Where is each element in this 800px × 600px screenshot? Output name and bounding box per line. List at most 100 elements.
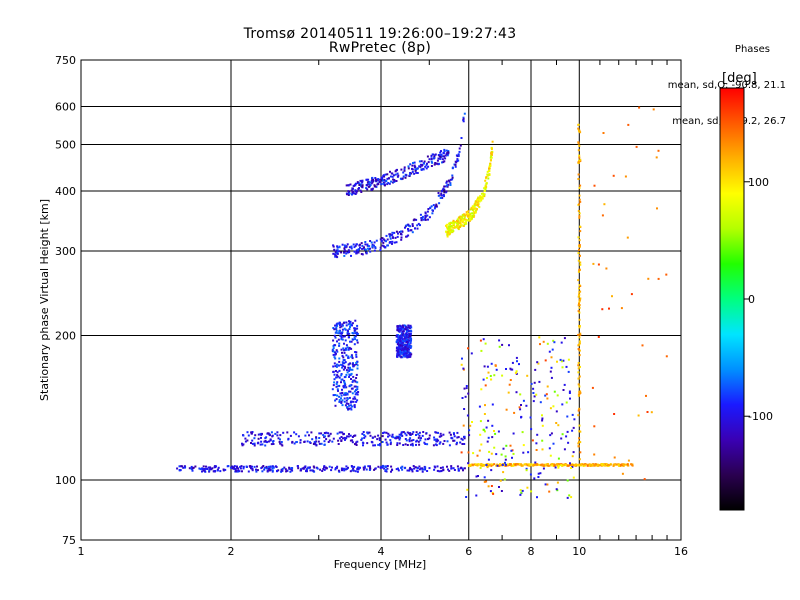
echo-point — [423, 441, 426, 444]
echo-point — [463, 435, 466, 438]
echo-point — [288, 467, 291, 470]
echo-point — [400, 355, 403, 358]
echo-point — [249, 465, 252, 468]
echo-point — [353, 343, 356, 346]
echo-point — [396, 326, 399, 329]
echo-point — [578, 340, 581, 343]
echo-point — [618, 463, 621, 466]
echo-point — [418, 431, 421, 434]
echo-point — [327, 441, 330, 443]
echo-point — [349, 439, 352, 442]
echo-point — [539, 343, 541, 346]
echo-point — [463, 467, 466, 470]
echo-point — [270, 443, 273, 446]
echo-point — [351, 324, 353, 327]
echo-point — [579, 158, 582, 161]
echo-point — [478, 198, 481, 201]
echo-point — [452, 439, 455, 442]
echo-point — [338, 437, 341, 440]
echo-point — [451, 174, 454, 177]
echo-point — [338, 322, 341, 325]
echo-point — [415, 434, 417, 436]
echo-point — [395, 335, 398, 338]
echo-point — [426, 443, 429, 446]
echo-point — [362, 247, 365, 250]
echo-point — [439, 432, 442, 435]
echo-point — [366, 188, 369, 191]
echo-point — [374, 177, 377, 179]
echo-point — [222, 469, 225, 472]
echo-point — [366, 243, 369, 246]
echo-point — [341, 388, 343, 391]
echo-point — [434, 466, 437, 469]
echo-point — [468, 429, 471, 432]
echo-point — [530, 382, 533, 385]
echo-point — [397, 329, 400, 332]
echo-point — [344, 366, 347, 369]
echo-point — [423, 162, 425, 165]
echo-point — [449, 178, 452, 181]
echo-point — [407, 341, 409, 344]
echo-point — [265, 436, 268, 439]
echo-point — [534, 463, 537, 466]
echo-point — [371, 179, 373, 182]
echo-point — [374, 246, 377, 249]
echo-point — [426, 214, 429, 217]
echo-point — [475, 475, 478, 478]
echo-point — [377, 443, 380, 446]
echo-point — [366, 442, 369, 445]
echo-point — [448, 229, 451, 232]
echo-point — [427, 208, 430, 210]
echo-point — [280, 441, 283, 443]
echo-point — [404, 443, 407, 446]
echo-point — [401, 333, 404, 336]
echo-point — [407, 223, 410, 226]
echo-point — [433, 468, 436, 471]
echo-point — [581, 463, 583, 466]
echo-point — [352, 338, 354, 341]
echo-point — [354, 319, 357, 322]
echo-point — [565, 365, 568, 368]
echo-point — [385, 431, 388, 434]
echo-point — [579, 451, 582, 454]
x-axis-label: Frequency [MHz] — [334, 558, 426, 571]
echo-point — [373, 241, 376, 244]
echo-point — [428, 434, 431, 437]
echo-point — [395, 435, 398, 438]
echo-point — [468, 434, 471, 437]
echo-point — [348, 192, 351, 195]
echo-point — [427, 161, 430, 164]
echo-point — [386, 443, 389, 446]
echo-point — [366, 247, 369, 250]
echo-point — [521, 431, 524, 434]
echo-point — [260, 467, 263, 470]
echo-point — [351, 357, 354, 360]
echo-point — [271, 469, 274, 472]
echo-point — [401, 351, 404, 354]
echo-point — [472, 215, 475, 218]
echo-point — [597, 263, 600, 266]
echo-point — [353, 406, 356, 409]
echo-point — [332, 370, 335, 373]
echo-point — [335, 255, 338, 258]
echo-point — [397, 349, 400, 352]
echo-point — [348, 321, 351, 324]
echo-point — [578, 430, 581, 433]
echo-point — [578, 156, 581, 159]
echo-point — [347, 348, 350, 351]
echo-point — [376, 438, 379, 441]
echo-point — [428, 467, 431, 470]
echo-point — [331, 388, 334, 391]
echo-point — [343, 249, 346, 252]
echo-point — [447, 227, 450, 230]
echo-point — [465, 219, 468, 222]
echo-point — [343, 365, 346, 368]
echo-point — [406, 354, 408, 357]
echo-point — [281, 444, 284, 447]
echo-point — [440, 192, 443, 195]
echo-point — [577, 142, 580, 145]
echo-point — [426, 210, 429, 213]
echo-point — [448, 431, 451, 434]
echo-point — [548, 447, 551, 450]
echo-point — [567, 441, 570, 444]
